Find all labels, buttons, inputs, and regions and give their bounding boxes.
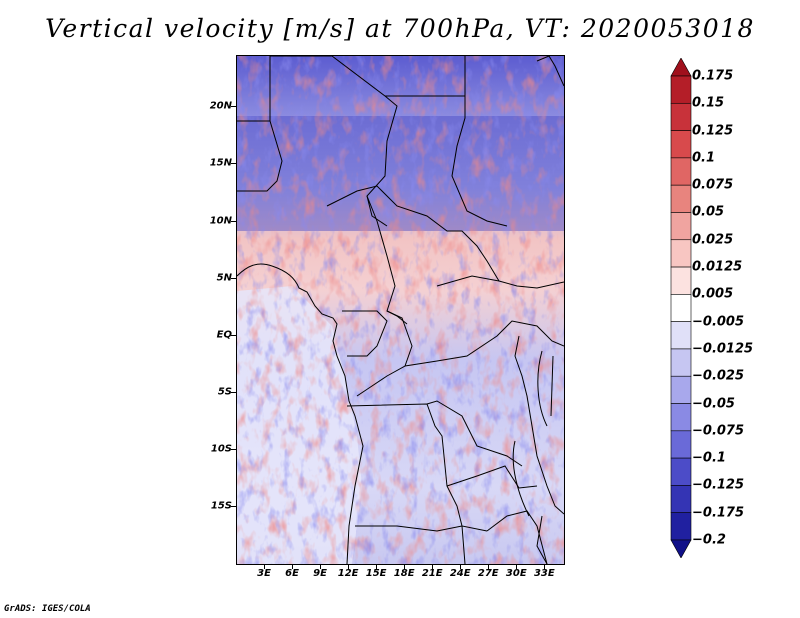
colorbar-segment [670, 512, 692, 541]
lat-tick-label: 10N [209, 215, 232, 227]
colorbar-label: 0.05 [692, 204, 725, 220]
lon-tick-label: 24E [449, 568, 471, 579]
lon-tick-mark [516, 564, 518, 569]
lon-tick-mark [432, 564, 434, 569]
lat-tick-label: EQ [216, 329, 232, 341]
lat-tick-mark [231, 391, 236, 393]
lon-tick-label: 9E [313, 568, 327, 579]
colorbar-label: 0.1 [692, 150, 716, 166]
colorbar-segment [670, 485, 692, 514]
colorbar-label: 0.075 [692, 177, 734, 193]
lat-tick-label: 15N [209, 157, 232, 169]
lon-tick-label: 27E [477, 568, 499, 579]
lon-tick-mark [544, 564, 546, 569]
colorbar-label: −0.005 [692, 314, 745, 330]
colorbar-label: −0.0125 [692, 341, 754, 357]
colorbar-segment [670, 184, 692, 213]
colorbar-segment [670, 102, 692, 131]
colorbar-label: −0.175 [692, 505, 745, 521]
lon-tick-mark [460, 564, 462, 569]
colorbar-label: −0.075 [692, 423, 745, 439]
lon-tick-mark [348, 564, 350, 569]
colorbar-segment [670, 348, 692, 377]
lon-tick-label: 6E [285, 568, 299, 579]
colorbar-segment [670, 539, 692, 558]
lat-tick-label: 15S [210, 500, 232, 512]
colorbar-segment [670, 58, 692, 77]
colorbar-label: −0.025 [692, 368, 745, 384]
colorbar-label: 0.125 [692, 123, 734, 139]
colorbar-segment [670, 157, 692, 186]
lat-tick-label: 5N [216, 272, 232, 284]
country-borders [237, 56, 564, 564]
lon-tick-mark [404, 564, 406, 569]
colorbar-label: 0.005 [692, 286, 734, 302]
colorbar-label: −0.05 [692, 396, 735, 412]
lat-tick-label: 20N [209, 100, 232, 112]
chart-title: Vertical velocity [m/s] at 700hPa, VT: 2… [45, 14, 755, 43]
lat-tick-mark [231, 220, 236, 222]
colorbar-segment [670, 130, 692, 159]
lon-tick-label: 15E [365, 568, 387, 579]
lon-tick-mark [376, 564, 378, 569]
colorbar-segment [670, 294, 692, 322]
lon-tick-label: 18E [393, 568, 415, 579]
colorbar-label: −0.125 [692, 477, 745, 493]
colorbar-label: 0.15 [692, 95, 725, 111]
lon-tick-mark [320, 564, 322, 569]
colorbar-segment [670, 403, 692, 432]
lon-tick-label: 3E [257, 568, 271, 579]
lon-tick-mark [292, 564, 294, 569]
colorbar-segment [670, 239, 692, 268]
colorbar-label: −0.1 [692, 450, 726, 466]
lat-tick-mark [231, 163, 236, 165]
lon-tick-label: 33E [533, 568, 555, 579]
downward-motion-texture [237, 56, 564, 564]
colorbar-segment [670, 266, 692, 295]
colorbar-label: 0.175 [692, 68, 734, 84]
colorbar-segment [670, 430, 692, 459]
colorbar-label: −0.2 [692, 532, 726, 548]
colorbar-segment [670, 457, 692, 486]
vertical-velocity-map [236, 55, 565, 565]
lat-tick-label: 5S [217, 386, 232, 398]
lon-tick-label: 12E [337, 568, 359, 579]
lat-tick-label: 10S [210, 443, 232, 455]
colorbar-segment [670, 75, 692, 104]
lat-tick-mark [231, 106, 236, 108]
lon-tick-mark [264, 564, 266, 569]
lon-tick-label: 21E [421, 568, 443, 579]
lon-tick-mark [488, 564, 490, 569]
colorbar-segment [670, 212, 692, 241]
lat-tick-mark [231, 277, 236, 279]
colorbar-label: 0.0125 [692, 259, 743, 275]
colorbar [670, 58, 692, 558]
colorbar-segment [670, 321, 692, 350]
colorbar-segment [670, 375, 692, 404]
colorbar-label: 0.025 [692, 232, 734, 248]
grads-credit: GrADS: IGES/COLA [4, 604, 91, 614]
lat-tick-mark [231, 334, 236, 336]
lat-tick-mark [231, 448, 236, 450]
lat-tick-mark [231, 505, 236, 507]
lon-tick-label: 30E [505, 568, 527, 579]
